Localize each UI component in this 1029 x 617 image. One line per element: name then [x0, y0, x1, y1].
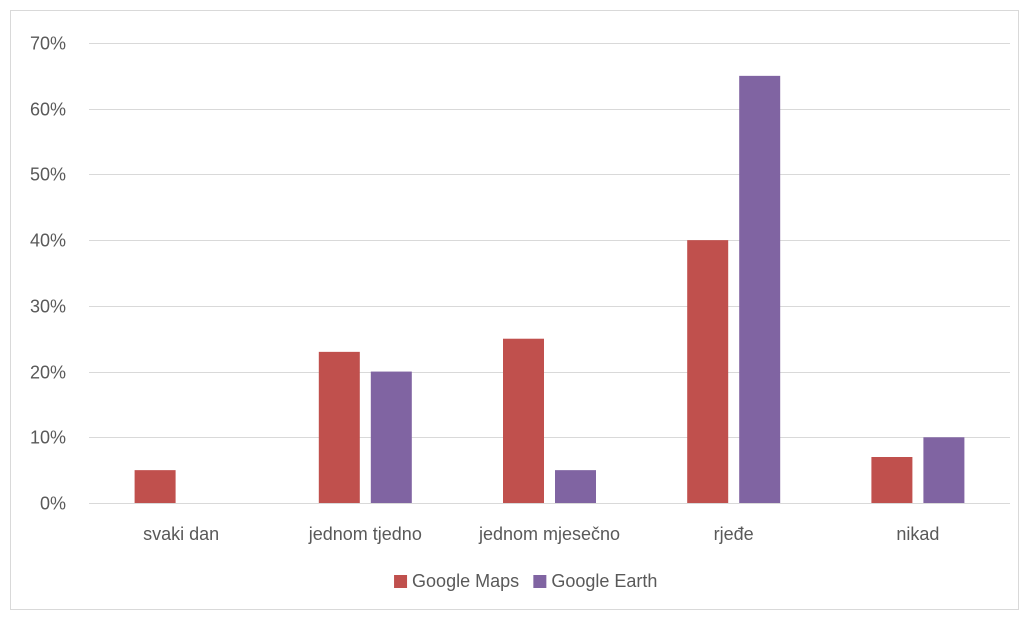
y-tick-label: 30% — [30, 297, 66, 317]
y-tick-label: 10% — [30, 428, 66, 448]
bars — [134, 75, 965, 503]
x-tick-label: jednom mjesečno — [478, 524, 620, 544]
y-tick-label: 70% — [30, 34, 66, 54]
bar — [503, 338, 544, 503]
legend-label: Google Earth — [551, 571, 657, 591]
y-tick-label: 60% — [30, 100, 66, 120]
y-gridlines — [89, 43, 1010, 504]
bar — [687, 240, 729, 503]
y-tick-label: 40% — [30, 231, 66, 251]
legend-swatch — [533, 575, 547, 588]
bar — [318, 351, 360, 503]
y-tick-label: 20% — [30, 363, 66, 383]
bar — [923, 437, 965, 503]
x-tick-label: rjeđe — [714, 524, 754, 544]
legend-swatch — [394, 575, 408, 588]
x-tick-label: nikad — [896, 524, 939, 544]
bar — [555, 470, 596, 503]
x-axis: svaki dan jednom tjedno jednom mjesečno rje… — [143, 524, 939, 544]
bar — [871, 457, 913, 503]
y-axis: 0% 10% 20% 30% 40% 50% 60% 70% — [30, 34, 66, 514]
legend: Google Maps Google Earth — [394, 571, 657, 591]
legend-label: Google Maps — [412, 571, 519, 591]
y-tick-label: 50% — [30, 165, 66, 185]
bar — [134, 470, 176, 503]
x-tick-label: svaki dan — [143, 524, 219, 544]
bar — [739, 75, 781, 503]
series-1 — [370, 75, 965, 503]
x-tick-label: jednom tjedno — [308, 524, 422, 544]
bar — [370, 371, 412, 503]
series-0 — [134, 240, 913, 503]
y-tick-label: 0% — [40, 494, 66, 514]
